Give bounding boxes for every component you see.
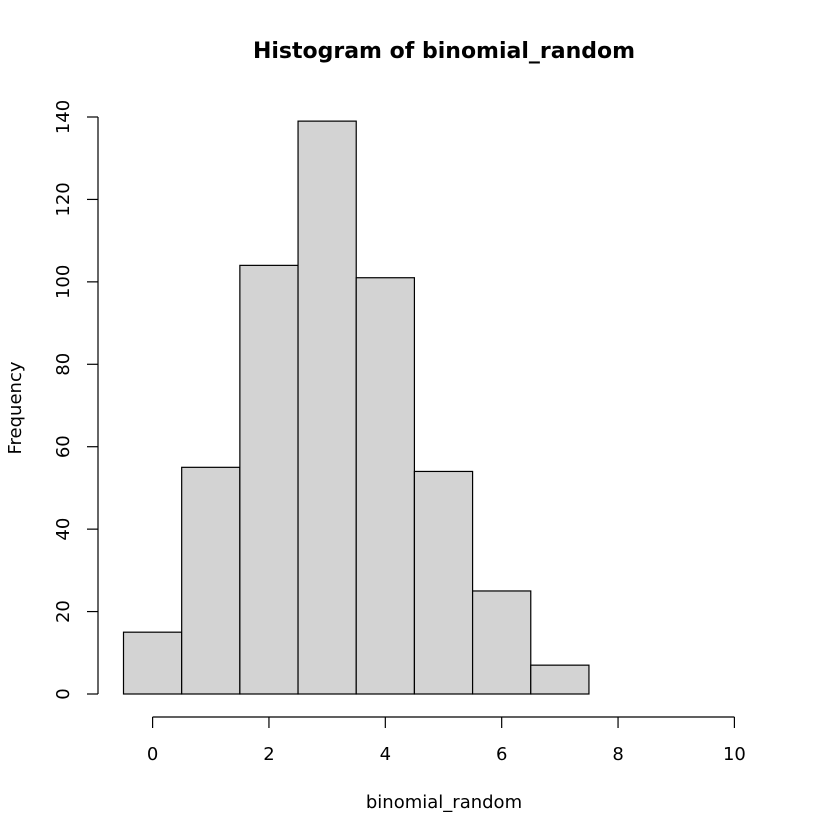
histogram-bar-0 [122,631,183,695]
y-tick-label: 40 [53,518,74,541]
histogram-bar-3 [297,120,357,695]
histogram-bar-2 [239,264,299,695]
x-tick-label: 6 [496,744,507,765]
histogram-bar-6 [471,590,532,695]
x-axis-title: binomial_random [366,792,522,813]
y-axis: 0 20 40 60 80 100 120 140 [53,100,99,700]
y-tick-label: 60 [53,435,74,458]
y-axis-title: Frequency [5,361,26,454]
x-tick-label: 0 [147,744,158,765]
histogram-bar-4 [355,277,416,695]
y-tick-label: 0 [53,688,74,699]
y-tick-label: 140 [53,100,74,134]
histogram-bar-5 [413,470,474,695]
y-tick-label: 120 [53,182,74,216]
bars-group [122,120,590,695]
x-axis: 0 2 4 6 8 10 [147,716,746,765]
chart-title: Histogram of binomial_random [253,39,635,64]
y-tick-label: 20 [53,600,74,623]
histogram-bar-1 [181,466,241,695]
y-tick-label: 80 [53,353,74,376]
x-tick-label: 4 [380,744,391,765]
x-tick-label: 10 [723,744,746,765]
x-tick-label: 8 [612,744,623,765]
histogram-bar-7 [530,664,590,695]
x-tick-label: 2 [263,744,274,765]
y-tick-label: 100 [53,265,74,299]
